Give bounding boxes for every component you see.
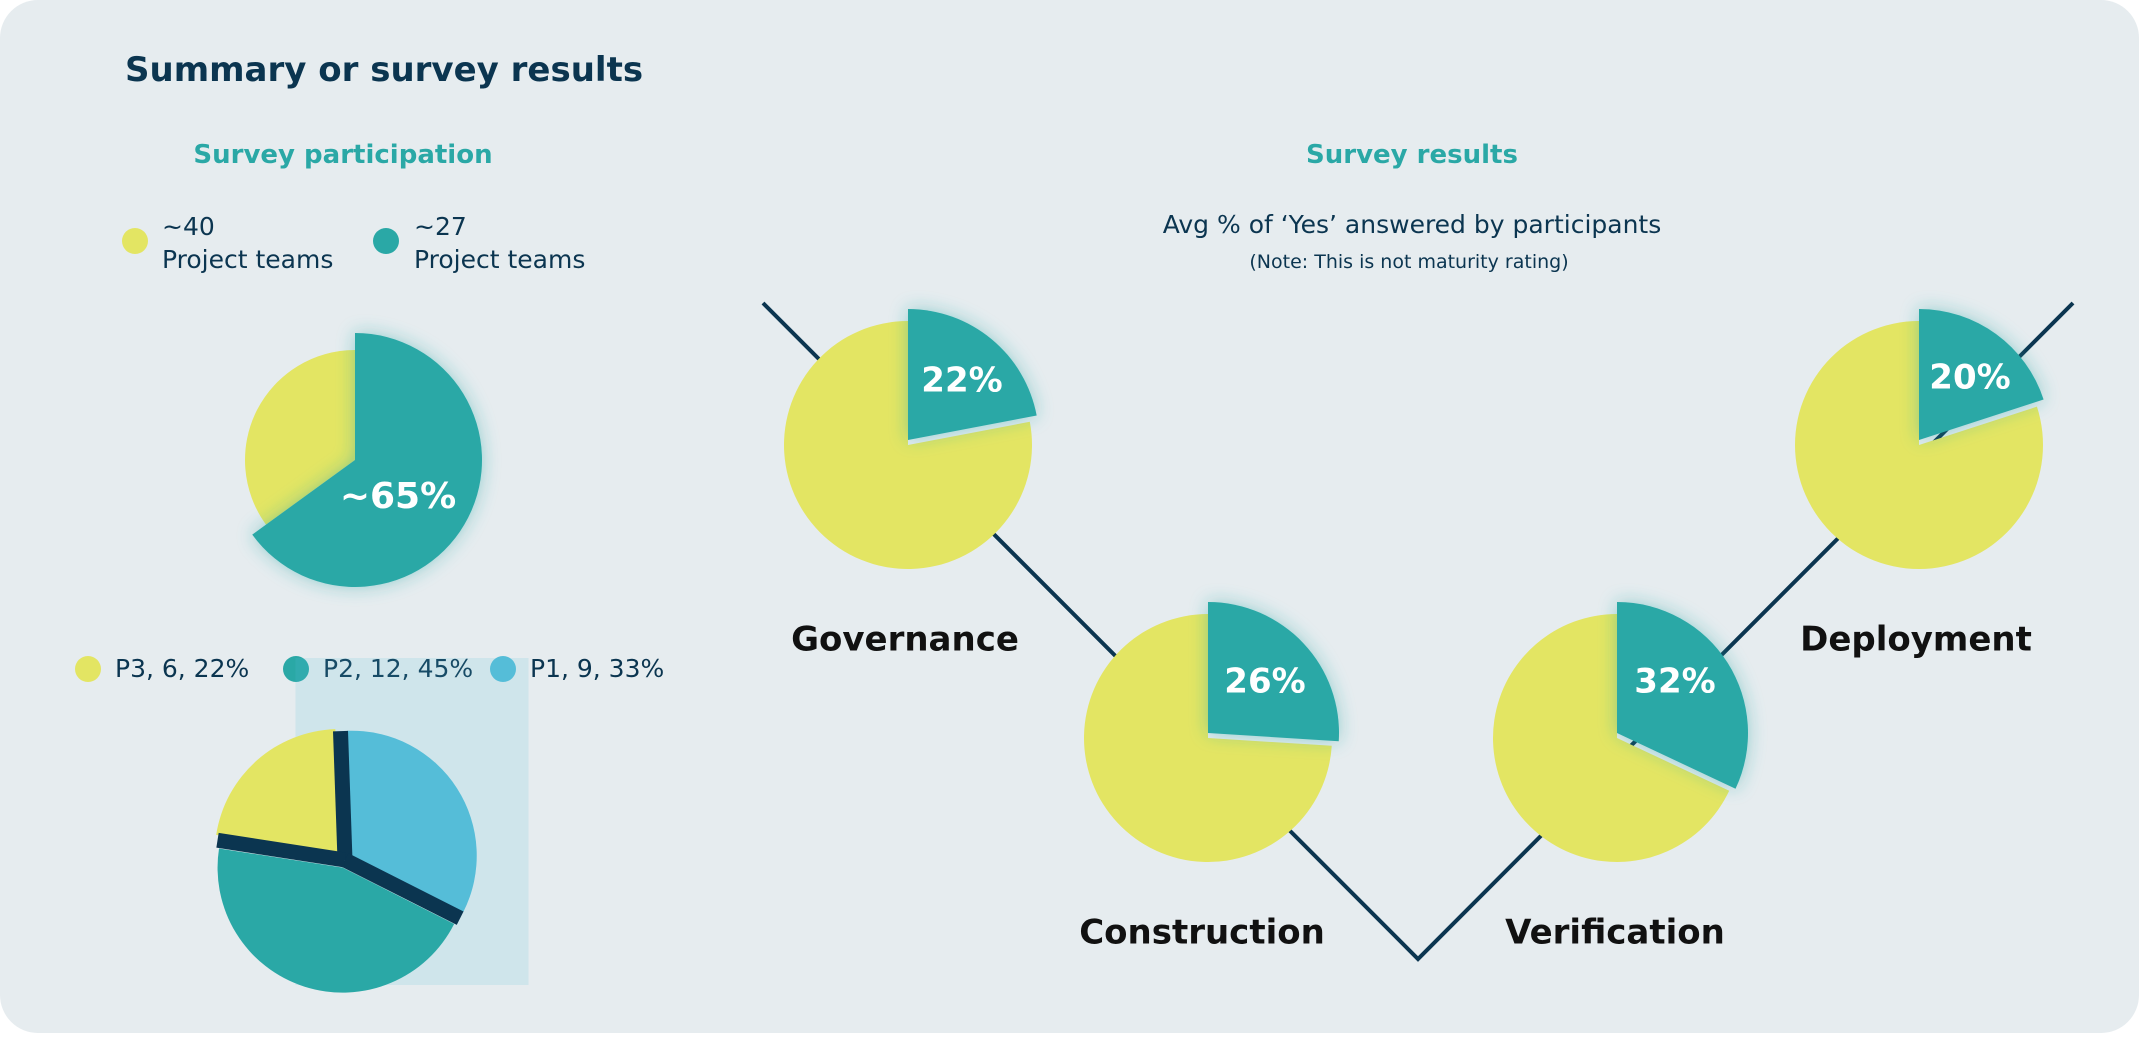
- pie-slice-p1: [347, 730, 477, 913]
- pie-slice-p2: [217, 848, 455, 993]
- pie-separator: [216, 832, 347, 868]
- legend-dot-p3: [75, 656, 101, 682]
- legend-text-40-teams: ~40 Project teams: [162, 210, 333, 276]
- pie-slice-remaining: [244, 350, 355, 525]
- stage-pie-yes-governance: [908, 309, 1037, 440]
- legend-text-p1: P1, 9, 33%: [530, 654, 665, 683]
- legend-item-40-teams: [122, 228, 148, 254]
- page-title: Summary or survey results: [125, 50, 644, 90]
- results-note: (Note: This is not maturity rating): [1249, 251, 1569, 273]
- stage-pie-label-verification: 32%: [1634, 662, 1715, 702]
- pie-separator: [333, 730, 353, 861]
- legend-dot-yellow: [122, 228, 148, 254]
- results-heading: Survey results: [1306, 140, 1518, 170]
- stage-pie-label-construction: 26%: [1224, 662, 1305, 702]
- legend-value: ~27: [414, 212, 467, 241]
- legend-label: Project teams: [414, 245, 586, 274]
- stage-pie-yes-construction: [1208, 602, 1339, 742]
- legend-dot-p2: [283, 656, 309, 682]
- stage-pie-remaining-verification: [1492, 614, 1730, 863]
- legend-text-27-teams: ~27 Project teams: [414, 210, 585, 276]
- legend-value: ~40: [162, 212, 215, 241]
- legend-text-p2: P2, 12, 45%: [323, 654, 474, 683]
- stage-pie-label-governance: 22%: [921, 361, 1002, 401]
- stage-pie-remaining-construction: [1084, 614, 1332, 863]
- legend-dot-p1: [490, 656, 516, 682]
- legend-dot-teal: [373, 228, 399, 254]
- stage-name-verification: Verification: [1505, 913, 1725, 953]
- pie-label-65: ~65%: [340, 476, 456, 517]
- stage-pie-remaining-deployment: [1794, 321, 2043, 569]
- participation-heading: Survey participation: [193, 140, 493, 170]
- stage-pie-yes-deployment: [1919, 309, 2044, 440]
- legend-label: Project teams: [162, 245, 334, 274]
- pie-separator: [341, 853, 464, 925]
- stage-name-construction: Construction: [1079, 913, 1325, 953]
- results-subtitle: Avg % of ‘Yes’ answered by participants: [1162, 210, 1662, 239]
- stage-name-deployment: Deployment: [1800, 620, 2032, 660]
- legend-item-27-teams: [373, 228, 399, 254]
- stage-pie-label-deployment: 20%: [1929, 358, 2010, 398]
- stage-name-governance: Governance: [791, 620, 1019, 660]
- stage-pie-yes-verification: [1617, 602, 1749, 789]
- legend-text-p3: P3, 6, 22%: [115, 654, 250, 683]
- stage-pie-remaining-governance: [783, 321, 1032, 569]
- pie-slice-65: [252, 333, 482, 587]
- pie-slice-p3: [216, 729, 340, 855]
